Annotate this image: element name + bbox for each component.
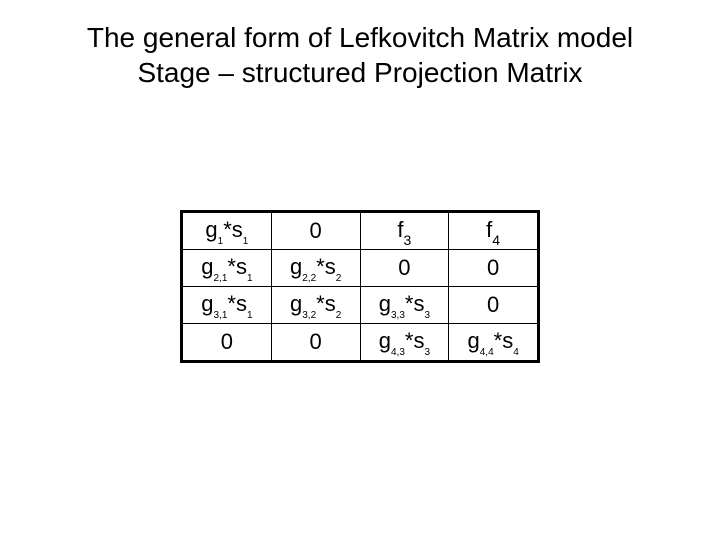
matrix-cell: g1*s1 [182, 212, 272, 250]
matrix-cell: 0 [449, 287, 539, 324]
slide: The general form of Lefkovitch Matrix mo… [0, 0, 720, 540]
matrix-cell: g4,4*s4 [449, 324, 539, 362]
matrix-cell: g3,2*s2 [271, 287, 360, 324]
cell-content: g3,2*s2 [290, 293, 341, 319]
cell-content: g4,4*s4 [467, 330, 518, 356]
cell-content: 0 [487, 294, 499, 316]
table-row: g1*s1 0 f3 f4 [182, 212, 539, 250]
matrix-cell: 0 [271, 212, 360, 250]
title-line-1: The general form of Lefkovitch Matrix mo… [87, 22, 633, 53]
cell-content: 0 [310, 220, 322, 242]
slide-title: The general form of Lefkovitch Matrix mo… [0, 20, 720, 90]
cell-content: g3,3*s3 [379, 293, 430, 319]
cell-content: g4,3*s3 [379, 330, 430, 356]
matrix-cell: f3 [360, 212, 449, 250]
matrix-cell: g3,3*s3 [360, 287, 449, 324]
cell-content: 0 [398, 257, 410, 279]
cell-content: f3 [397, 219, 411, 244]
cell-content: g3,1*s1 [201, 293, 252, 319]
matrix-cell: g3,1*s1 [182, 287, 272, 324]
matrix-body: g1*s1 0 f3 f4 g2,1*s1 g2,2*s2 0 0 g3,1*s1 g3,2*s2… [182, 212, 539, 362]
cell-content: 0 [310, 331, 322, 353]
matrix-cell: 0 [271, 324, 360, 362]
matrix-cell: 0 [182, 324, 272, 362]
cell-content: f4 [486, 219, 500, 244]
cell-content: 0 [487, 257, 499, 279]
cell-content: g2,2*s2 [290, 256, 341, 282]
cell-content: g1*s1 [205, 219, 248, 245]
table-row: 0 0 g4,3*s3 g4,4*s4 [182, 324, 539, 362]
title-line-2: Stage – structured Projection Matrix [137, 57, 582, 88]
matrix-cell: g2,2*s2 [271, 250, 360, 287]
table-row: g2,1*s1 g2,2*s2 0 0 [182, 250, 539, 287]
matrix-cell: 0 [449, 250, 539, 287]
matrix-cell: g4,3*s3 [360, 324, 449, 362]
cell-content: 0 [221, 331, 233, 353]
matrix-cell: f4 [449, 212, 539, 250]
matrix-container: g1*s1 0 f3 f4 g2,1*s1 g2,2*s2 0 0 g3,1*s1 g3,2*s2… [180, 210, 540, 363]
cell-content: g2,1*s1 [201, 256, 252, 282]
matrix-cell: 0 [360, 250, 449, 287]
table-row: g3,1*s1 g3,2*s2 g3,3*s3 0 [182, 287, 539, 324]
matrix-cell: g2,1*s1 [182, 250, 272, 287]
projection-matrix-table: g1*s1 0 f3 f4 g2,1*s1 g2,2*s2 0 0 g3,1*s1 g3,2*s2… [180, 210, 540, 363]
